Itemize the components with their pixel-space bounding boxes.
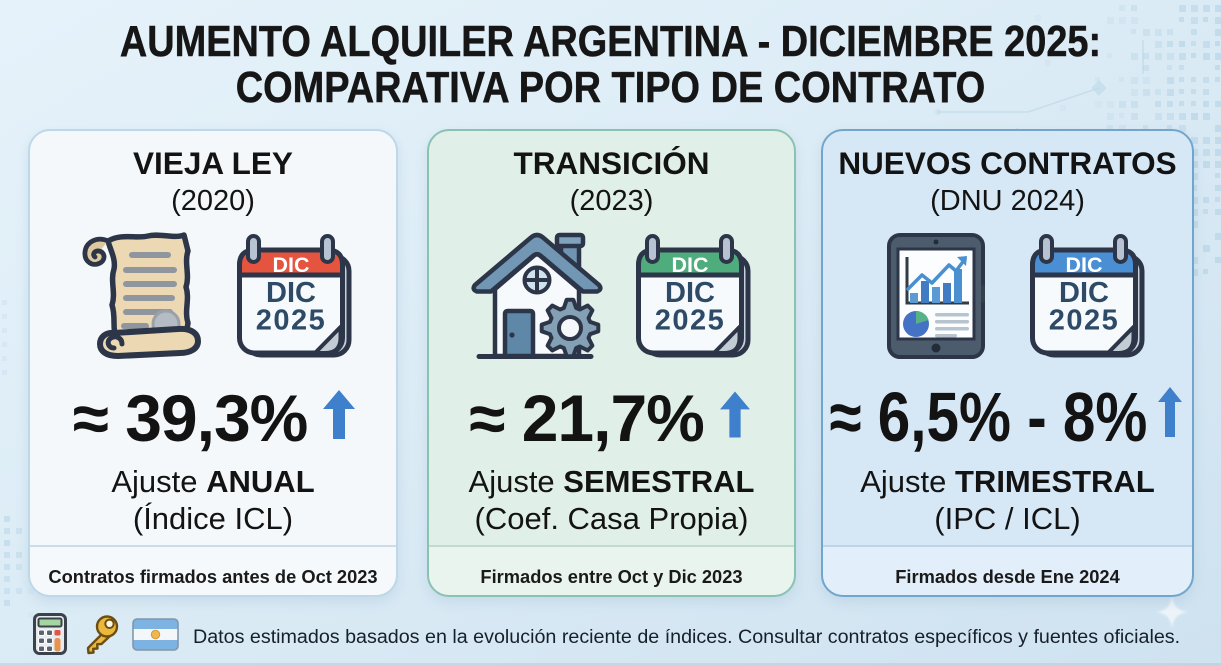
svg-text:DIC: DIC: [1065, 253, 1102, 277]
svg-text:2025: 2025: [1049, 305, 1120, 337]
svg-text:2025: 2025: [655, 305, 726, 337]
svg-text:DIC: DIC: [671, 253, 708, 277]
svg-text:DIC: DIC: [665, 277, 715, 309]
svg-text:DIC: DIC: [272, 253, 309, 277]
svg-text:DIC: DIC: [266, 277, 316, 309]
svg-text:2025: 2025: [256, 305, 327, 337]
svg-text:DIC: DIC: [1059, 277, 1109, 309]
